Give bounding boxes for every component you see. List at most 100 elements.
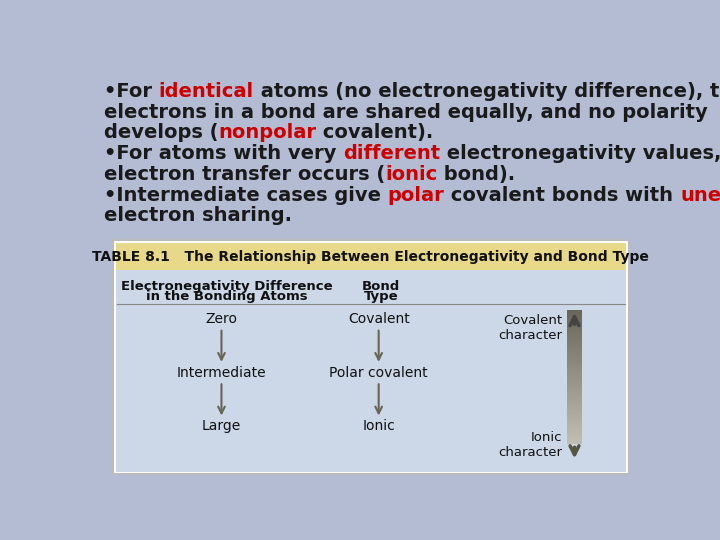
Bar — [567, 414, 582, 416]
Bar — [567, 362, 582, 364]
Bar — [567, 348, 582, 350]
Bar — [567, 397, 582, 399]
Text: covalent).: covalent). — [317, 123, 433, 143]
Bar — [567, 354, 582, 355]
Bar — [567, 317, 582, 319]
Bar — [567, 367, 582, 369]
Bar — [567, 323, 582, 326]
Bar — [567, 328, 582, 330]
Bar — [567, 374, 582, 375]
Text: electron transfer occurs (: electron transfer occurs ( — [104, 165, 385, 184]
Bar — [567, 310, 582, 312]
Text: •For: •For — [104, 82, 158, 101]
Bar — [567, 350, 582, 352]
Text: nonpolar: nonpolar — [218, 123, 317, 143]
Text: Covalent: Covalent — [348, 312, 410, 326]
Bar — [567, 352, 582, 354]
Bar — [567, 327, 582, 329]
Bar — [567, 402, 582, 404]
Bar — [567, 335, 582, 337]
Bar — [567, 357, 582, 359]
Text: ionic: ionic — [385, 165, 438, 184]
Text: different: different — [343, 144, 440, 163]
Bar — [567, 405, 582, 407]
Text: •Intermediate cases give: •Intermediate cases give — [104, 186, 387, 205]
Text: identical: identical — [158, 82, 254, 101]
Bar — [567, 410, 582, 413]
Bar — [567, 440, 582, 442]
Bar — [567, 442, 582, 444]
Bar — [567, 437, 582, 439]
Bar — [567, 330, 582, 332]
Text: develops (: develops ( — [104, 123, 218, 143]
Bar — [567, 388, 582, 390]
Text: covalent bonds with: covalent bonds with — [444, 186, 680, 205]
Bar — [116, 242, 626, 271]
Text: Ionic
character: Ionic character — [498, 431, 562, 459]
Bar — [567, 360, 582, 362]
Bar — [567, 339, 582, 341]
Bar — [567, 368, 582, 370]
Text: Large: Large — [202, 420, 241, 434]
Bar — [567, 426, 582, 427]
Bar — [567, 315, 582, 317]
Bar — [567, 427, 582, 429]
Text: Zero: Zero — [205, 312, 238, 326]
Bar — [567, 345, 582, 347]
Text: bond).: bond). — [438, 165, 516, 184]
Bar — [567, 420, 582, 422]
Text: atoms (no electronegativity difference), the: atoms (no electronegativity difference),… — [254, 82, 720, 101]
Bar — [567, 363, 582, 366]
Bar — [567, 418, 582, 421]
Bar — [567, 399, 582, 401]
Bar — [567, 382, 582, 384]
Text: •For atoms with very: •For atoms with very — [104, 144, 343, 163]
Bar — [567, 415, 582, 417]
Bar — [567, 435, 582, 437]
Bar — [567, 394, 582, 396]
Bar — [567, 347, 582, 349]
Text: electrons in a bond are shared equally, and no polarity: electrons in a bond are shared equally, … — [104, 103, 708, 122]
Bar — [567, 417, 582, 419]
Bar — [567, 438, 582, 441]
Text: in the Bonding Atoms: in the Bonding Atoms — [146, 289, 307, 302]
Text: Type: Type — [364, 289, 399, 302]
Bar — [567, 429, 582, 431]
Text: Intermediate: Intermediate — [176, 366, 266, 380]
Bar — [567, 434, 582, 436]
Bar — [567, 407, 582, 409]
Text: electronegativity values,: electronegativity values, — [440, 144, 720, 163]
Bar — [567, 409, 582, 410]
Text: unequal: unequal — [680, 186, 720, 205]
Bar — [567, 423, 582, 426]
Bar — [567, 313, 582, 315]
Bar — [567, 379, 582, 381]
Text: electron sharing.: electron sharing. — [104, 206, 292, 226]
Bar — [567, 395, 582, 397]
Text: Ionic: Ionic — [362, 420, 395, 434]
Bar — [567, 387, 582, 389]
Bar — [567, 319, 582, 320]
Bar — [567, 359, 582, 361]
Bar — [567, 337, 582, 339]
Bar — [567, 400, 582, 402]
Bar — [567, 355, 582, 357]
Bar — [567, 370, 582, 372]
Bar — [567, 332, 582, 334]
Bar — [567, 412, 582, 414]
Bar — [567, 390, 582, 392]
Bar — [567, 343, 582, 346]
Bar — [567, 333, 582, 335]
Text: Bond: Bond — [362, 280, 400, 293]
Bar — [113, 240, 629, 475]
Bar — [567, 403, 582, 406]
Bar — [567, 422, 582, 424]
Text: polar: polar — [387, 186, 444, 205]
Text: Covalent
character: Covalent character — [498, 314, 562, 342]
Bar — [567, 385, 582, 387]
Bar — [567, 322, 582, 324]
Text: Electronegativity Difference: Electronegativity Difference — [121, 280, 333, 293]
Bar — [567, 392, 582, 394]
Bar — [567, 312, 582, 314]
Bar — [567, 377, 582, 379]
